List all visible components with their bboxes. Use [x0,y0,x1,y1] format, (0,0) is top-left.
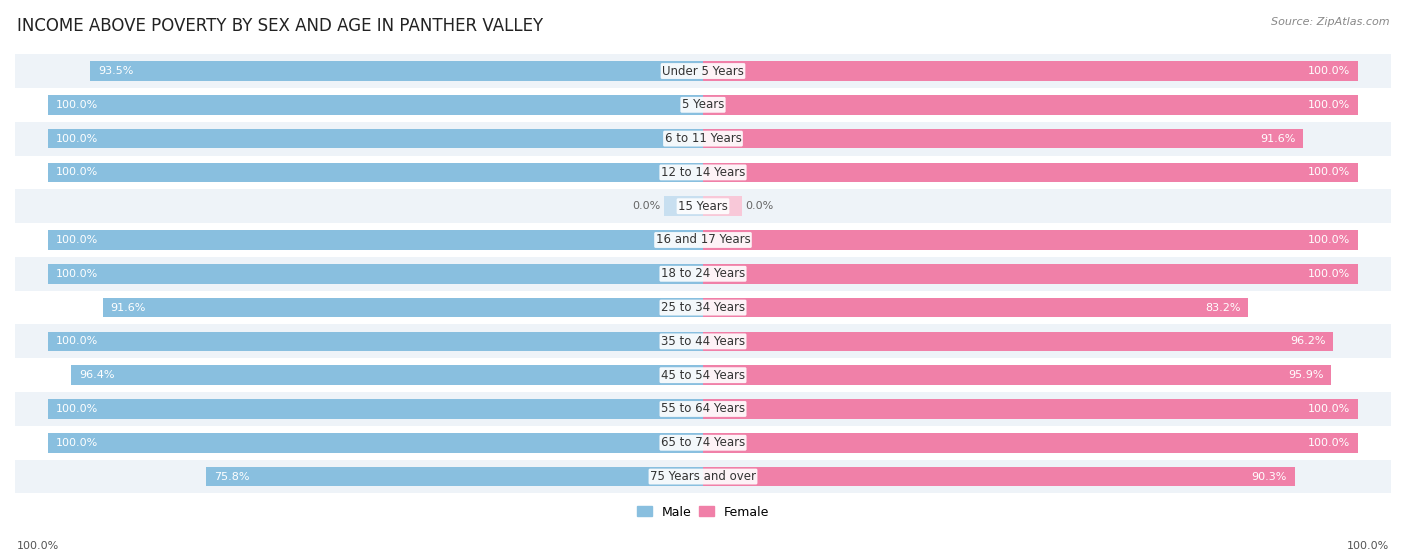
Bar [703,230,1358,250]
Bar [0,155,1406,190]
Bar [48,331,703,351]
Bar [0,459,1406,494]
Bar [48,163,703,182]
Text: 100.0%: 100.0% [1308,167,1350,177]
Bar [703,298,1249,318]
Text: 91.6%: 91.6% [1260,134,1295,144]
Bar [664,196,703,216]
Bar [48,399,703,419]
Text: 35 to 44 Years: 35 to 44 Years [661,335,745,348]
Bar [48,264,703,283]
Text: 91.6%: 91.6% [111,302,146,312]
Bar [703,264,1358,283]
Text: 100.0%: 100.0% [1308,269,1350,279]
Text: 75.8%: 75.8% [214,472,250,481]
Bar [0,291,1406,324]
Bar [0,122,1406,155]
Text: 100.0%: 100.0% [1347,541,1389,551]
Text: 0.0%: 0.0% [633,201,661,211]
Text: Under 5 Years: Under 5 Years [662,64,744,78]
Bar [0,257,1406,291]
Text: 25 to 34 Years: 25 to 34 Years [661,301,745,314]
Text: 100.0%: 100.0% [56,438,98,448]
Bar [0,358,1406,392]
Text: 45 to 54 Years: 45 to 54 Years [661,369,745,382]
Text: 100.0%: 100.0% [56,235,98,245]
Bar [703,433,1358,453]
Text: 15 Years: 15 Years [678,200,728,213]
Text: 100.0%: 100.0% [56,100,98,110]
Bar [703,399,1358,419]
Text: 12 to 14 Years: 12 to 14 Years [661,166,745,179]
Bar [703,95,1358,115]
Text: 100.0%: 100.0% [56,337,98,347]
Bar [0,88,1406,122]
Bar [703,196,742,216]
Text: 95.9%: 95.9% [1288,370,1323,380]
Text: 55 to 64 Years: 55 to 64 Years [661,402,745,415]
Bar [103,298,703,318]
Bar [0,392,1406,426]
Bar [0,223,1406,257]
Bar [48,433,703,453]
Text: 0.0%: 0.0% [745,201,773,211]
Text: 83.2%: 83.2% [1205,302,1240,312]
Bar [703,366,1331,385]
Text: 96.4%: 96.4% [79,370,115,380]
Text: 96.2%: 96.2% [1289,337,1326,347]
Text: 100.0%: 100.0% [56,269,98,279]
Text: 65 to 74 Years: 65 to 74 Years [661,436,745,449]
Bar [0,324,1406,358]
Text: INCOME ABOVE POVERTY BY SEX AND AGE IN PANTHER VALLEY: INCOME ABOVE POVERTY BY SEX AND AGE IN P… [17,17,543,35]
Bar [703,61,1358,81]
Text: 100.0%: 100.0% [1308,100,1350,110]
Text: 18 to 24 Years: 18 to 24 Years [661,267,745,280]
Legend: Male, Female: Male, Female [633,502,773,522]
Text: 100.0%: 100.0% [56,134,98,144]
Bar [0,190,1406,223]
Text: 100.0%: 100.0% [1308,404,1350,414]
Bar [0,426,1406,459]
Bar [703,129,1303,149]
Bar [90,61,703,81]
Bar [48,129,703,149]
Text: Source: ZipAtlas.com: Source: ZipAtlas.com [1271,17,1389,27]
Text: 100.0%: 100.0% [1308,66,1350,76]
Bar [703,163,1358,182]
Text: 100.0%: 100.0% [56,404,98,414]
Bar [48,230,703,250]
Bar [48,95,703,115]
Bar [72,366,703,385]
Bar [703,467,1295,486]
Text: 6 to 11 Years: 6 to 11 Years [665,132,741,145]
Text: 5 Years: 5 Years [682,98,724,111]
Text: 100.0%: 100.0% [56,167,98,177]
Bar [703,331,1333,351]
Text: 100.0%: 100.0% [1308,235,1350,245]
Bar [0,54,1406,88]
Bar [207,467,703,486]
Text: 90.3%: 90.3% [1251,472,1286,481]
Text: 100.0%: 100.0% [1308,438,1350,448]
Text: 100.0%: 100.0% [17,541,59,551]
Text: 93.5%: 93.5% [98,66,134,76]
Text: 75 Years and over: 75 Years and over [650,470,756,483]
Text: 16 and 17 Years: 16 and 17 Years [655,234,751,247]
